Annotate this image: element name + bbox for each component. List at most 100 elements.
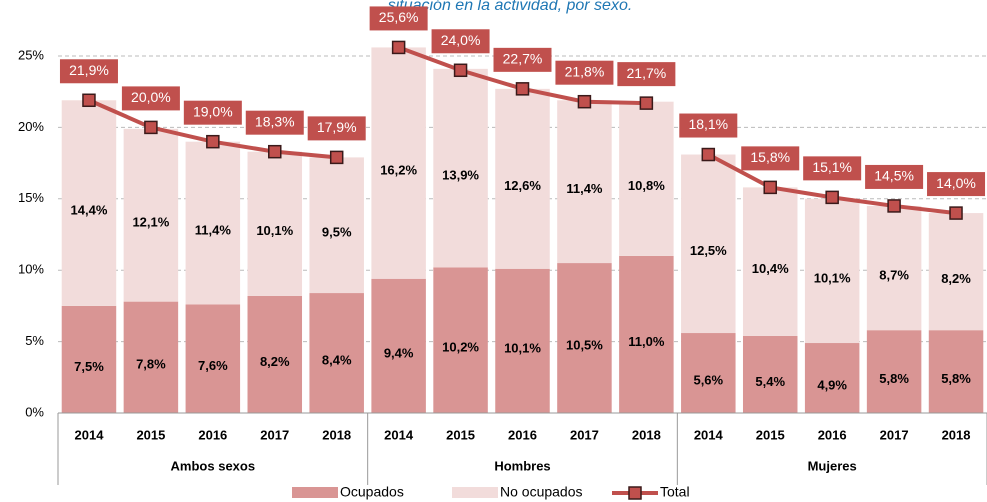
x-tick-label: 2016 <box>198 427 227 442</box>
total-label: 24,0% <box>441 32 481 48</box>
bar <box>61 305 117 413</box>
legend-marker <box>628 486 642 500</box>
marker <box>206 134 220 149</box>
label-box <box>803 156 862 181</box>
bar <box>866 205 922 331</box>
x-tick-label: 2014 <box>694 427 724 442</box>
marker <box>639 96 654 110</box>
bar <box>185 141 241 305</box>
value-label: 9,4% <box>384 345 414 360</box>
marker <box>453 63 468 78</box>
bar <box>433 267 488 413</box>
value-label: 8,2% <box>260 354 290 369</box>
group-label: Ambos sexos <box>171 458 256 473</box>
bar <box>866 330 922 413</box>
value-label: 8,7% <box>879 267 909 282</box>
bar <box>681 154 736 334</box>
value-label: 7,8% <box>136 357 166 372</box>
legend-swatch <box>452 487 498 498</box>
label-box <box>679 113 738 138</box>
bar <box>681 333 736 413</box>
marker <box>515 82 530 96</box>
label-box <box>59 59 118 84</box>
label-box <box>183 100 242 125</box>
marker <box>825 190 839 205</box>
bar <box>742 335 798 413</box>
value-label: 5,6% <box>693 372 723 387</box>
legend-label: Total <box>660 484 690 500</box>
bar <box>804 343 860 413</box>
label-box <box>555 60 614 85</box>
label-box <box>431 29 490 54</box>
x-tick-label: 2017 <box>570 427 599 442</box>
marker <box>763 180 777 195</box>
bar <box>433 68 488 268</box>
value-label: 16,2% <box>380 163 417 178</box>
value-label: 12,6% <box>504 178 541 193</box>
value-label: 10,5% <box>566 337 603 352</box>
y-tick-label: 15% <box>18 190 44 205</box>
bar <box>619 255 674 413</box>
value-label: 11,4% <box>566 181 603 196</box>
label-box <box>307 116 366 141</box>
total-label: 15,8% <box>750 149 790 165</box>
total-label: 14,5% <box>874 168 914 184</box>
value-label: 10,1% <box>504 340 541 355</box>
value-label: 9,5% <box>322 225 352 240</box>
value-label: 7,6% <box>198 358 228 373</box>
bar <box>557 263 612 413</box>
x-tick-label: 2015 <box>446 427 475 442</box>
value-label: 10,2% <box>442 340 479 355</box>
bar <box>928 330 984 413</box>
value-label: 14,4% <box>71 203 108 218</box>
label-box <box>927 172 986 197</box>
bar <box>247 295 303 413</box>
bar <box>742 187 798 336</box>
value-label: 10,4% <box>752 261 789 276</box>
bar <box>371 278 426 413</box>
total-label: 17,9% <box>317 119 357 135</box>
marker <box>329 150 344 165</box>
label-box <box>741 146 800 171</box>
marker <box>268 144 282 159</box>
x-tick-label: 2015 <box>756 427 785 442</box>
value-label: 8,4% <box>322 352 352 367</box>
label-box <box>245 110 304 135</box>
x-tick-label: 2014 <box>75 427 105 442</box>
value-label: 11,4% <box>195 223 232 238</box>
x-tick-label: 2018 <box>632 427 661 442</box>
legend-label: Ocupados <box>340 484 404 500</box>
legend-swatch <box>292 487 338 498</box>
y-tick-label: 5% <box>25 333 44 348</box>
y-tick-label: 20% <box>18 119 44 134</box>
total-label: 20,0% <box>131 89 171 105</box>
total-label: 21,8% <box>565 63 605 79</box>
bar <box>495 88 550 269</box>
value-label: 8,2% <box>941 271 971 286</box>
total-label: 15,1% <box>812 159 852 175</box>
marker <box>887 199 901 213</box>
bar <box>123 301 179 413</box>
x-tick-label: 2018 <box>322 427 351 442</box>
total-label: 21,7% <box>627 65 667 81</box>
x-tick-label: 2016 <box>818 427 847 442</box>
bar <box>928 213 984 331</box>
value-label: 5,8% <box>879 371 909 386</box>
value-label: 10,8% <box>628 178 665 193</box>
value-label: 12,5% <box>690 243 727 258</box>
label-box <box>493 47 552 72</box>
marker <box>949 206 963 220</box>
marker <box>701 147 716 162</box>
bar <box>804 198 860 344</box>
x-tick-label: 2018 <box>942 427 971 442</box>
value-label: 5,8% <box>941 371 971 386</box>
x-tick-label: 2014 <box>384 427 414 442</box>
y-tick-label: 10% <box>18 262 44 277</box>
value-label: 7,5% <box>74 359 104 374</box>
marker <box>391 40 406 55</box>
marker <box>577 94 592 109</box>
label-box <box>369 6 428 31</box>
y-tick-label: 25% <box>18 47 44 62</box>
chart-title: situación en la actividad, por sexo. <box>388 0 633 14</box>
bar <box>619 101 674 256</box>
